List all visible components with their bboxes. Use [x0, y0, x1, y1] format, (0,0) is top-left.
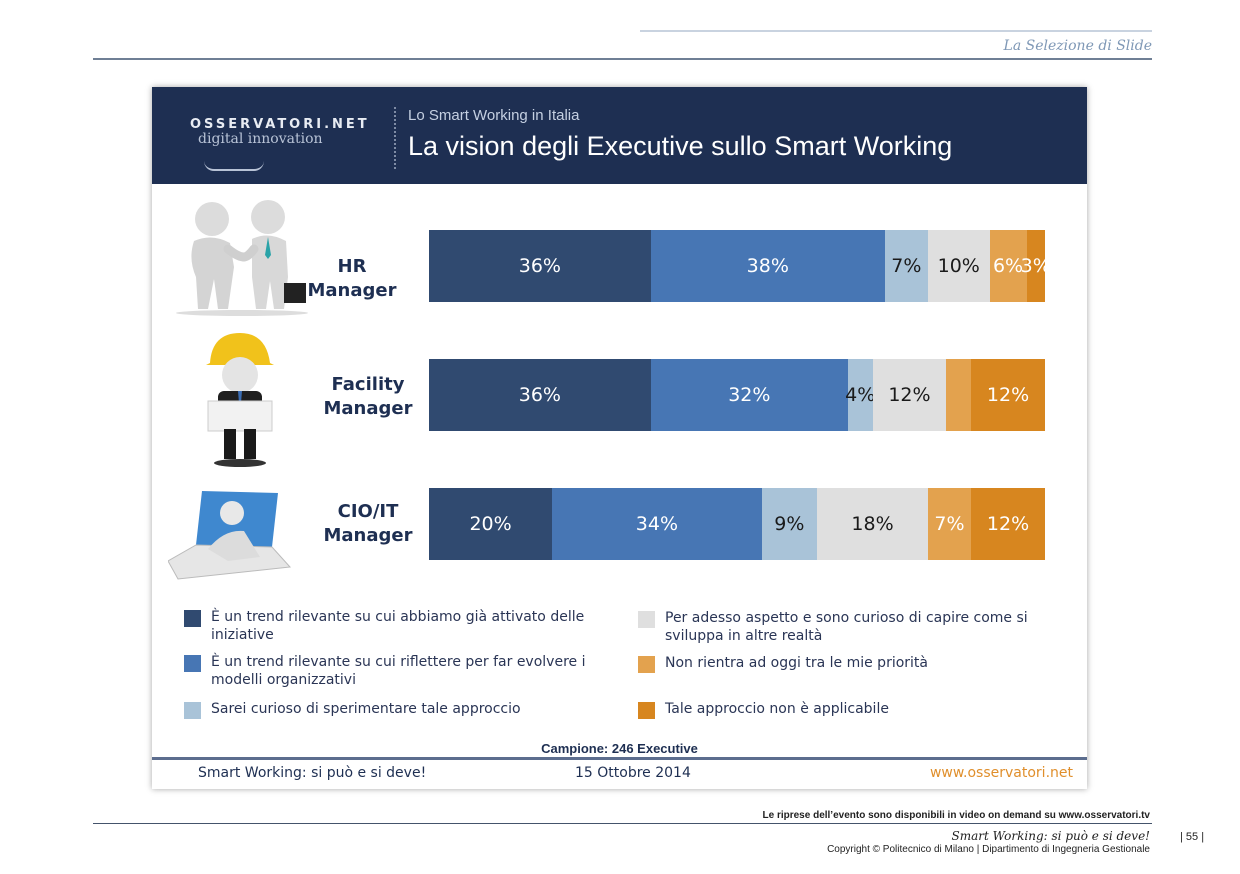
- bar-segment: 7%: [884, 230, 928, 302]
- data-label: 20%: [469, 513, 512, 535]
- slide-subtitle: Lo Smart Working in Italia: [408, 107, 580, 124]
- logo-tagline: digital innovation: [198, 131, 323, 147]
- bar-segment: 12%: [872, 359, 947, 431]
- legend-item: È un trend rilevante su cui riflettere p…: [184, 653, 604, 689]
- bar-segment: 4%: [845, 359, 876, 431]
- data-label: 12%: [888, 384, 931, 406]
- slide-title: La vision degli Executive sullo Smart Wo…: [408, 131, 953, 161]
- data-label: 34%: [635, 513, 679, 535]
- slide-header: OSSERVATORI.NET digital innovation Lo Sm…: [152, 87, 1087, 184]
- bar-segment: 20%: [429, 488, 553, 560]
- video-on-demand-note: Le riprese dell’evento sono disponibili …: [762, 810, 1151, 821]
- bar-segment: 36%: [429, 359, 651, 431]
- data-label: 10%: [937, 255, 980, 277]
- data-label: 18%: [851, 513, 894, 535]
- legend-swatch: [184, 702, 201, 719]
- legend-swatch: [638, 702, 655, 719]
- data-label: 3%: [1020, 255, 1051, 277]
- bar-segment: 6%: [989, 230, 1027, 302]
- bar-segment: 7%: [927, 488, 972, 560]
- logo-wordmark: OSSERVATORI.NET: [190, 117, 370, 132]
- legend-swatch: [638, 611, 655, 628]
- legend-swatch: [638, 656, 655, 673]
- data-label: 7%: [891, 255, 922, 277]
- laptop-figure-icon: [168, 491, 292, 580]
- data-label: 4%: [845, 384, 876, 406]
- bar-segment: 36%: [429, 230, 651, 302]
- bar-row-hr-manager: 36% 38% 7% 10% 6% 3%: [429, 230, 1051, 302]
- bar-segment: 34%: [552, 488, 762, 560]
- legend-item: Sarei curioso di sperimentare tale appro…: [184, 700, 604, 719]
- legend-label: Tale approccio non è applicabile: [665, 701, 889, 717]
- logo-swoosh-icon: [204, 161, 264, 171]
- bar-segment: 10%: [927, 230, 990, 302]
- bar-segment: 18%: [817, 488, 928, 560]
- top-divider-light: [640, 30, 1152, 32]
- bar-segment: 3%: [1021, 230, 1051, 302]
- section-title: La Selezione di Slide: [1003, 38, 1152, 54]
- legend-label: Sarei curioso di sperimentare tale appro…: [211, 701, 521, 717]
- bar-segment: 12%: [971, 359, 1045, 431]
- bar-row-facility-manager: 36% 32% 4% 12% 12%: [429, 359, 1045, 431]
- data-label: 9%: [774, 513, 805, 535]
- slide-footer-date: 15 Ottobre 2014: [575, 765, 691, 781]
- category-label-text: Facility Manager: [323, 374, 413, 419]
- legend-item: Tale approccio non è applicabile: [638, 700, 1038, 719]
- copyright-text: Copyright © Politecnico di Milano | Dipa…: [827, 844, 1150, 855]
- sample-size-note: Campione: 246 Executive: [541, 741, 698, 756]
- data-label: 12%: [986, 384, 1030, 406]
- legend-label: È un trend rilevante su cui riflettere p…: [211, 654, 586, 688]
- page-number: | 55 |: [1180, 831, 1205, 843]
- data-label: 36%: [518, 255, 561, 277]
- bar-row-cio-it-manager: 20% 34% 9% 18% 7% 12%: [429, 488, 1045, 560]
- legend-label: Per adesso aspetto e sono curioso di cap…: [665, 610, 1028, 644]
- data-label: 7%: [934, 513, 965, 535]
- category-label-cio-it-manager: CIO/IT Manager: [312, 500, 424, 548]
- legend-item: Per adesso aspetto e sono curioso di cap…: [638, 609, 1038, 645]
- legend-swatch: [184, 610, 201, 627]
- category-label-text: CIO/IT Manager: [323, 501, 413, 546]
- data-label: 38%: [746, 255, 789, 277]
- bar-segment: 9%: [761, 488, 818, 560]
- handshake-figures-icon: [176, 200, 308, 316]
- legend-item: Non rientra ad oggi tra le mie priorità: [638, 654, 1038, 673]
- hardhat-figure-icon: [206, 333, 274, 467]
- data-label: 36%: [518, 384, 561, 406]
- slide: OSSERVATORI.NET digital innovation Lo Sm…: [152, 87, 1087, 789]
- data-label: 6%: [992, 255, 1024, 277]
- legend-label: Non rientra ad oggi tra le mie priorità: [665, 655, 928, 671]
- legend-label: È un trend rilevante su cui abbiamo già …: [211, 609, 585, 643]
- bar-segment: 32%: [650, 359, 848, 431]
- top-divider: [93, 58, 1152, 60]
- bar-segment: [946, 359, 972, 431]
- bar-segment: 38%: [650, 230, 885, 302]
- slide-footer-url[interactable]: www.osservatori.net: [929, 765, 1073, 781]
- data-label: 32%: [728, 384, 771, 406]
- legend-swatch: [184, 655, 201, 672]
- bottom-divider: [93, 823, 1152, 824]
- osservatori-logo: OSSERVATORI.NET digital innovation: [190, 117, 370, 171]
- category-label-hr-manager: HR Manager: [307, 256, 397, 301]
- legend-item: È un trend rilevante su cui abbiamo già …: [184, 608, 604, 644]
- category-label-facility-manager: Facility Manager: [310, 373, 426, 421]
- data-label: 12%: [986, 513, 1030, 535]
- slide-footer-divider: [152, 757, 1087, 760]
- footer-title: Smart Working: si può e si deve!: [951, 829, 1150, 843]
- slide-footer-event: Smart Working: si può e si deve!: [198, 765, 427, 781]
- header-separator: [394, 107, 396, 169]
- bar-segment: 12%: [971, 488, 1045, 560]
